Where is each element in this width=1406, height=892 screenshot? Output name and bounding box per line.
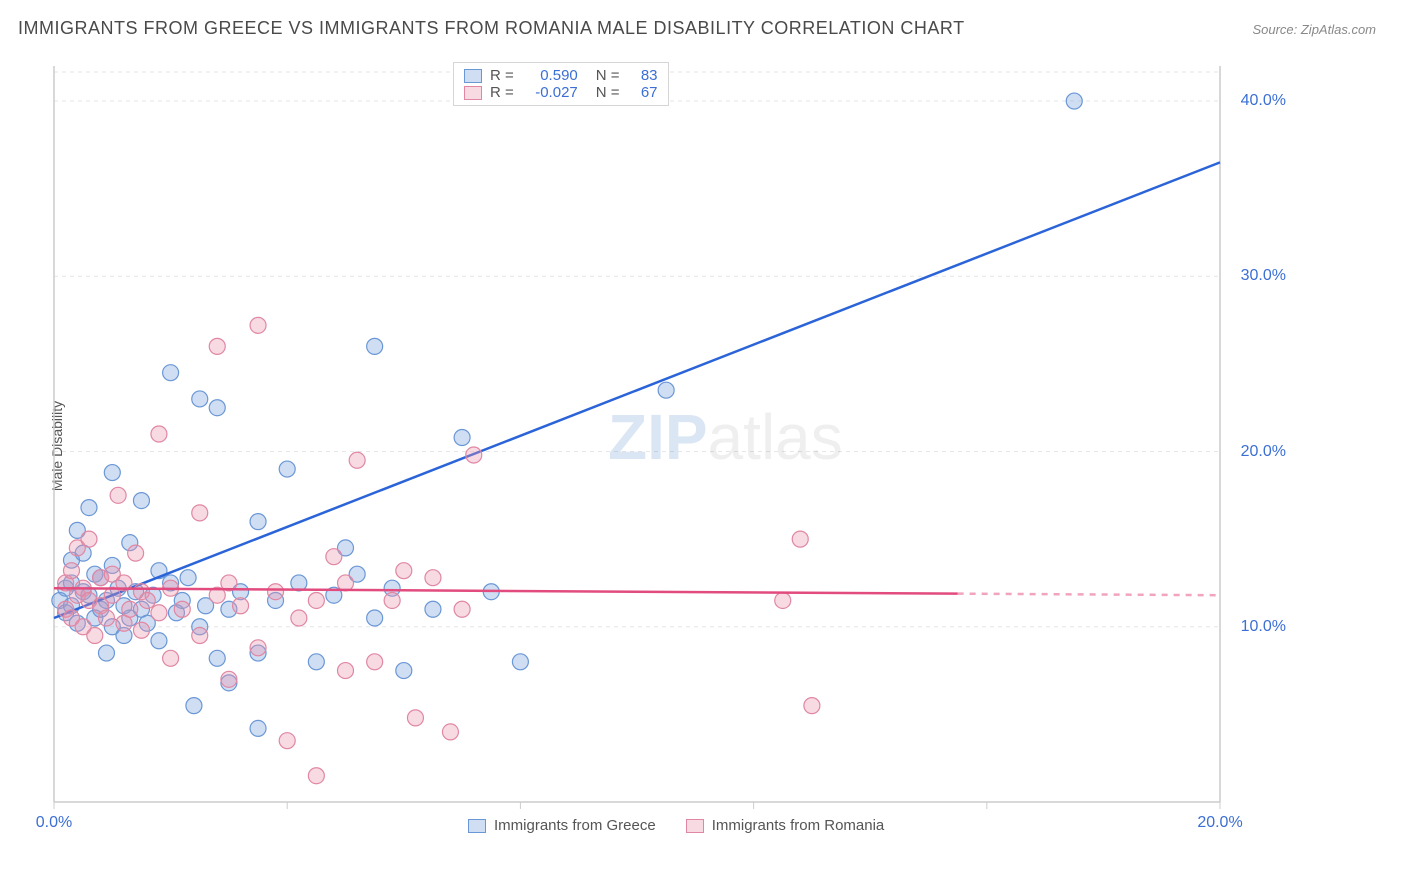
x-tick: 0.0% xyxy=(36,814,72,832)
x-tick: 20.0% xyxy=(1197,814,1242,832)
series-legend: Immigrants from Greece Immigrants from Ro… xyxy=(468,817,884,834)
n-value: 83 xyxy=(628,67,658,84)
legend-item: Immigrants from Greece xyxy=(468,817,656,834)
chart-title: IMMIGRANTS FROM GREECE VS IMMIGRANTS FRO… xyxy=(18,18,965,39)
n-value: 67 xyxy=(628,84,658,101)
corr-legend-row: R = 0.590 N = 83 xyxy=(464,67,658,84)
r-label: R = xyxy=(490,67,514,84)
r-value: -0.027 xyxy=(522,84,578,101)
legend-swatch xyxy=(468,819,486,833)
y-tick: 10.0% xyxy=(1241,618,1286,636)
legend-label: Immigrants from Greece xyxy=(494,817,656,834)
r-label: R = xyxy=(490,84,514,101)
legend-swatch xyxy=(464,86,482,100)
n-label: N = xyxy=(596,67,620,84)
legend-item: Immigrants from Romania xyxy=(686,817,885,834)
chart-area: ZIPatlas R =0.590N =83R =-0.027N =67 Imm… xyxy=(48,60,1308,830)
legend-label: Immigrants from Romania xyxy=(712,817,885,834)
r-value: 0.590 xyxy=(522,67,578,84)
correlation-legend: R = 0.590 N = 83 R = -0.027 N = 67 xyxy=(453,62,669,106)
corr-legend-row: R = -0.027 N = 67 xyxy=(464,84,658,101)
legend-swatch xyxy=(464,69,482,83)
y-tick: 20.0% xyxy=(1241,443,1286,461)
y-tick: 30.0% xyxy=(1241,267,1286,285)
source-label: Source: ZipAtlas.com xyxy=(1252,22,1376,37)
n-label: N = xyxy=(596,84,620,101)
y-tick: 40.0% xyxy=(1241,92,1286,110)
legend-swatch xyxy=(686,819,704,833)
scatter-chart-svg xyxy=(48,60,1308,830)
